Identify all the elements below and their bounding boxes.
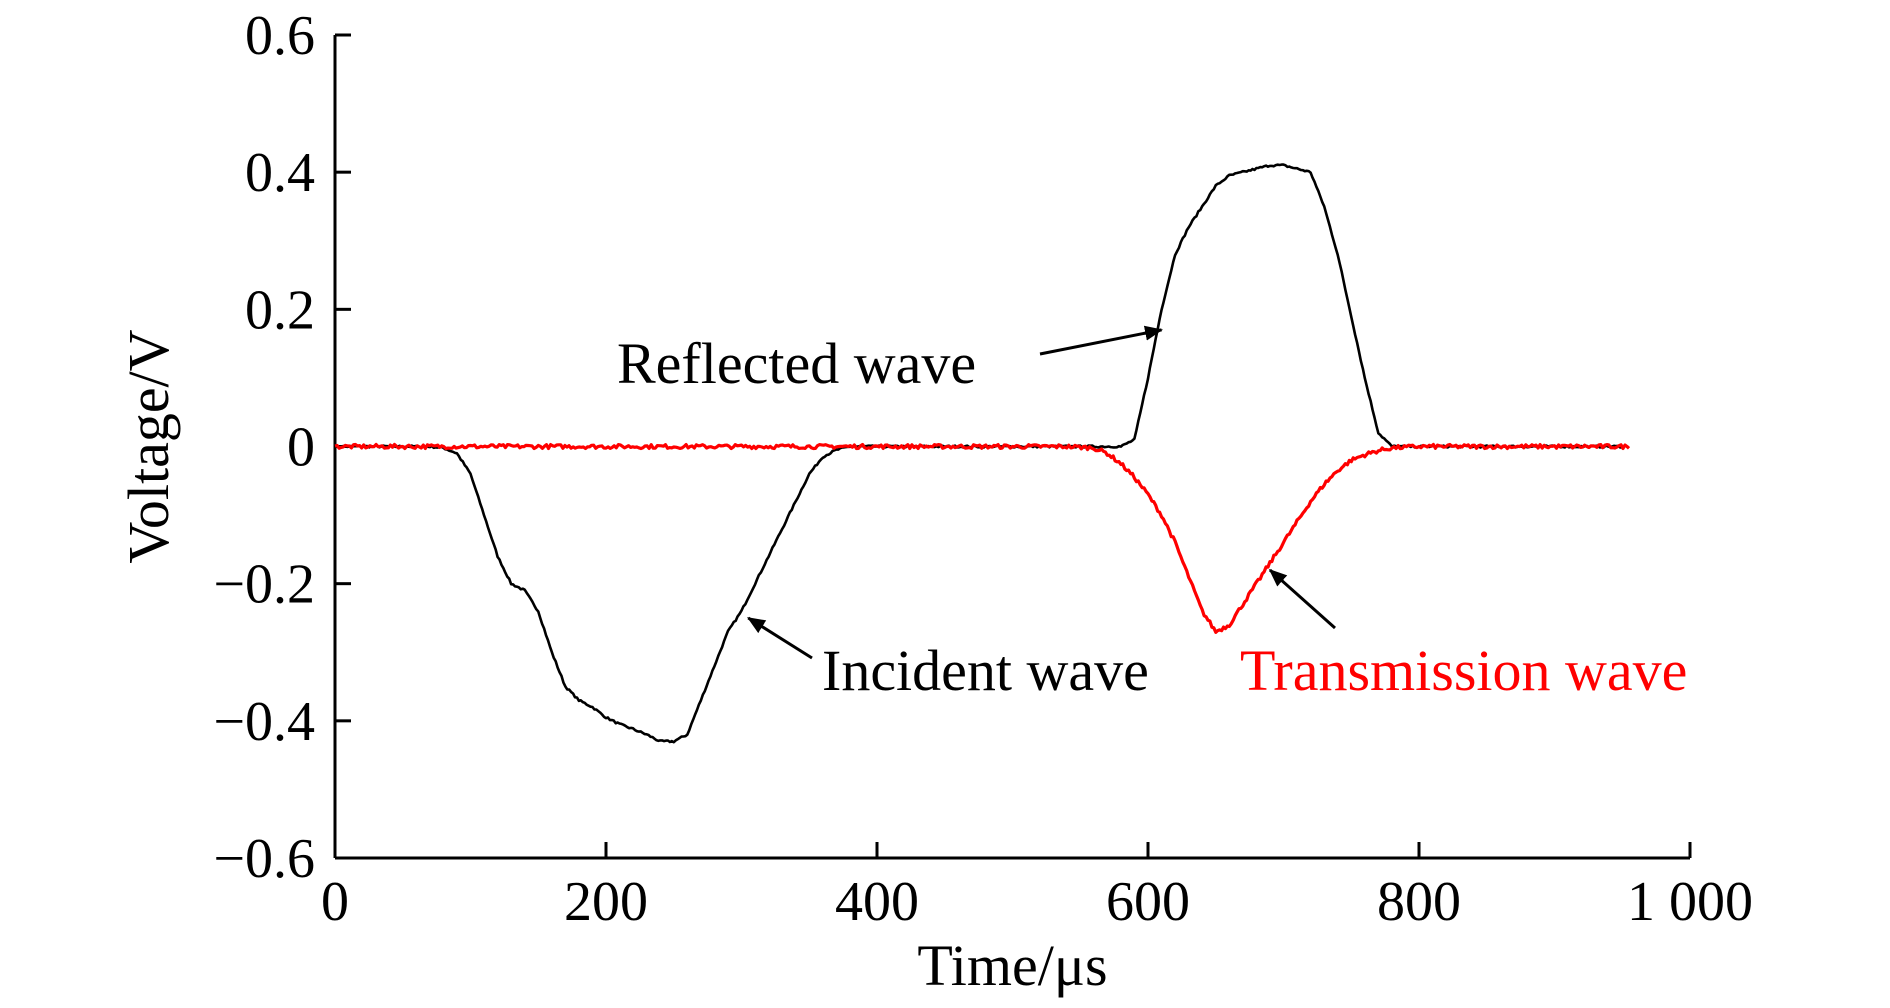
x-tick-label: 600 — [1106, 871, 1190, 933]
x-tick-label: 800 — [1377, 871, 1461, 933]
annotation-label: Reflected wave — [617, 331, 976, 396]
annotation-arrow — [1268, 568, 1336, 630]
y-tick-label: −0.6 — [213, 828, 315, 890]
y-tick-label: −0.2 — [213, 554, 315, 616]
y-tick-label: 0 — [287, 417, 315, 479]
annotation-arrow — [747, 616, 813, 660]
y-tick-label: 0.4 — [245, 142, 315, 204]
y-tick-label: 0.2 — [245, 279, 315, 341]
annotation-label: Transmission wave — [1240, 638, 1687, 703]
x-tick-label: 1 000 — [1627, 871, 1753, 933]
series-group — [334, 163, 1631, 744]
annotation-arrow — [1039, 325, 1164, 356]
x-tick-label: 200 — [564, 871, 648, 933]
x-tick-label: 0 — [321, 871, 349, 933]
series-line — [334, 442, 1631, 634]
y-ticks: −0.6 −0.4 −0.2 0 0.2 0.4 0.6 — [213, 5, 351, 890]
annotations: Reflected wave Incident wave Transmission … — [617, 325, 1687, 703]
x-ticks: 0 200 400 600 800 1 000 — [321, 842, 1753, 933]
x-tick-label: 400 — [835, 871, 919, 933]
y-tick-label: −0.4 — [213, 691, 315, 753]
y-axis-label: Voltage/V — [116, 329, 181, 563]
x-axis-label: Time/μs — [917, 933, 1107, 998]
annotation-label: Incident wave — [822, 638, 1149, 703]
y-tick-label: 0.6 — [245, 5, 315, 67]
